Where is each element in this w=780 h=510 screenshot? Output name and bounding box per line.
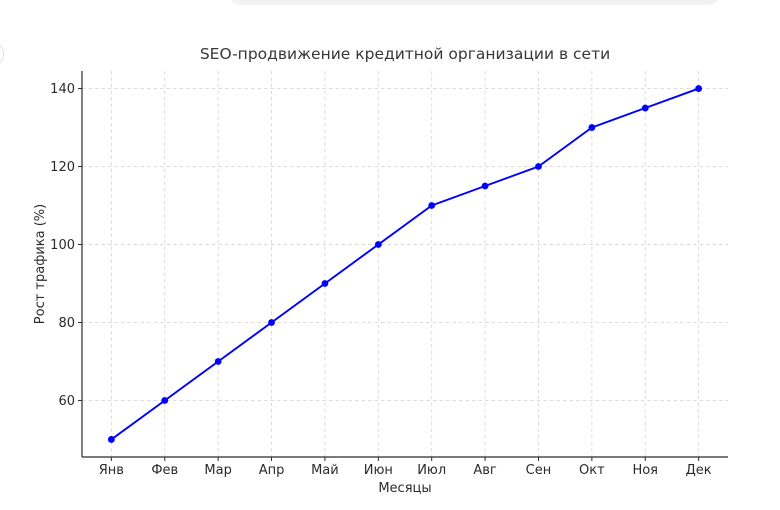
data-point: [214, 358, 222, 365]
chart-title: SEO-продвижение кредитной организации в …: [200, 45, 610, 63]
x-tick-label: Окт: [579, 463, 605, 478]
x-tick-label: Мар: [204, 463, 231, 478]
data-point: [428, 202, 436, 209]
data-series-layer: [107, 85, 703, 443]
data-point: [321, 280, 329, 287]
x-tick-label: Дек: [686, 463, 712, 478]
x-tick-label: Апр: [259, 463, 285, 478]
data-point: [588, 124, 596, 131]
y-tick-label: 140: [50, 82, 75, 97]
data-point: [161, 397, 169, 404]
data-point: [107, 436, 115, 443]
x-tick-label: Ноя: [632, 463, 658, 478]
x-tick-label: Май: [311, 463, 339, 478]
data-point: [374, 241, 382, 248]
x-tick-label: Сен: [526, 463, 552, 478]
y-tick-label: 120: [50, 160, 75, 175]
data-point: [535, 163, 542, 170]
axis-layer: Янв Фев Мар Апр Май Июн Июл Авг Сен Окт Ноя Дек 60 80…: [50, 71, 728, 478]
x-tick-label: Фев: [151, 463, 178, 478]
data-point: [641, 104, 649, 112]
x-tick-label: Янв: [99, 463, 124, 478]
traffic-trend-line: [110, 87, 699, 441]
x-tick-label: Июн: [364, 463, 393, 478]
y-tick-label: 60: [58, 394, 75, 409]
x-axis-label: Месяцы: [378, 481, 431, 496]
x-tick-label: Авг: [473, 463, 497, 478]
data-point: [481, 182, 489, 190]
grid-layer: [82, 71, 728, 457]
y-tick-label: 80: [58, 316, 75, 331]
data-point: [268, 319, 275, 326]
y-tick-label: 100: [50, 238, 75, 253]
y-axis-label: Рост трафика (%): [33, 204, 48, 324]
x-tick-label: Июл: [417, 463, 446, 478]
data-point: [695, 85, 703, 92]
chat-input-pill-fragment[interactable]: [227, 0, 722, 5]
